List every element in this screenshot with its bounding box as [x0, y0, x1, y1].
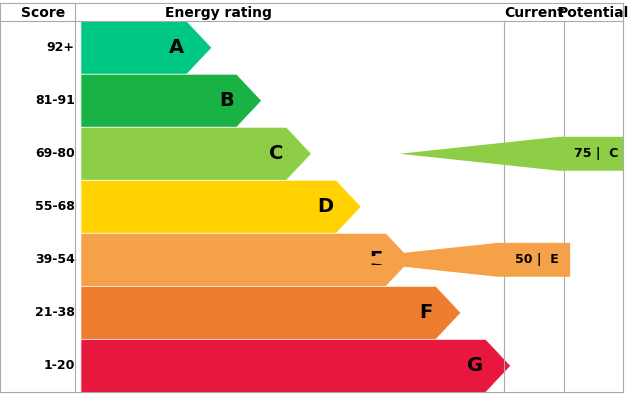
Text: A: A — [168, 38, 184, 57]
Text: 21-38: 21-38 — [35, 306, 75, 319]
Polygon shape — [81, 233, 411, 286]
Text: F: F — [420, 303, 433, 322]
Polygon shape — [81, 127, 311, 180]
Text: 1-20: 1-20 — [43, 359, 75, 372]
Text: 81-91: 81-91 — [35, 94, 75, 107]
Text: 50 |  E: 50 | E — [515, 253, 559, 266]
Text: E: E — [370, 250, 383, 269]
Text: C: C — [269, 144, 283, 163]
Text: 75 |  C: 75 | C — [574, 147, 618, 160]
Text: Current: Current — [504, 6, 564, 20]
Text: B: B — [219, 91, 234, 110]
Polygon shape — [81, 286, 461, 339]
Text: G: G — [467, 356, 483, 375]
Polygon shape — [399, 137, 635, 171]
Text: D: D — [317, 197, 333, 216]
Polygon shape — [338, 243, 570, 277]
Text: 39-54: 39-54 — [35, 253, 75, 266]
Polygon shape — [81, 180, 361, 233]
Text: Potential: Potential — [558, 6, 629, 20]
Polygon shape — [81, 21, 211, 74]
Text: 92+: 92+ — [47, 41, 75, 54]
Text: 55-68: 55-68 — [35, 200, 75, 213]
Text: Score: Score — [22, 6, 65, 20]
Polygon shape — [81, 74, 262, 127]
Text: 69-80: 69-80 — [35, 147, 75, 160]
Text: Energy rating: Energy rating — [164, 6, 271, 20]
Polygon shape — [81, 339, 511, 392]
